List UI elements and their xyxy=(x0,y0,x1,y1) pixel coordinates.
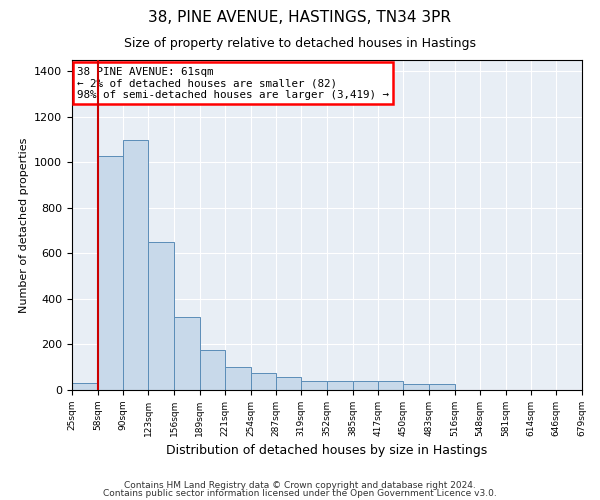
Bar xyxy=(174,317,200,390)
Bar xyxy=(277,378,301,390)
Text: Contains HM Land Registry data © Crown copyright and database right 2024.: Contains HM Land Registry data © Crown c… xyxy=(124,481,476,490)
Bar xyxy=(98,156,122,390)
Bar xyxy=(429,384,455,390)
Bar xyxy=(72,383,98,390)
Y-axis label: Number of detached properties: Number of detached properties xyxy=(19,138,29,312)
Bar xyxy=(200,350,225,390)
Bar xyxy=(377,382,403,390)
X-axis label: Distribution of detached houses by size in Hastings: Distribution of detached houses by size … xyxy=(166,444,488,458)
Bar xyxy=(353,382,377,390)
Text: 38, PINE AVENUE, HASTINGS, TN34 3PR: 38, PINE AVENUE, HASTINGS, TN34 3PR xyxy=(149,10,452,25)
Bar xyxy=(327,381,353,390)
Text: Contains public sector information licensed under the Open Government Licence v3: Contains public sector information licen… xyxy=(103,488,497,498)
Bar xyxy=(225,367,251,390)
Bar xyxy=(122,140,148,390)
Text: Size of property relative to detached houses in Hastings: Size of property relative to detached ho… xyxy=(124,38,476,51)
Bar xyxy=(301,381,327,390)
Text: 38 PINE AVENUE: 61sqm
← 2% of detached houses are smaller (82)
98% of semi-detac: 38 PINE AVENUE: 61sqm ← 2% of detached h… xyxy=(77,66,389,100)
Bar xyxy=(148,242,174,390)
Bar xyxy=(251,373,277,390)
Bar xyxy=(403,384,429,390)
